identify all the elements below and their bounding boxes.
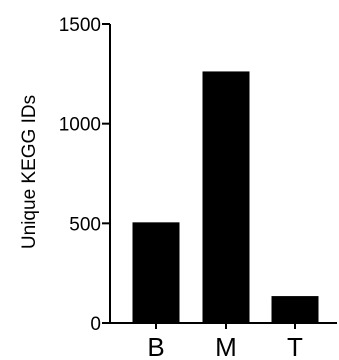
bar-b (132, 222, 180, 323)
bar-m (202, 71, 250, 323)
y-tick-label: 1000 (59, 115, 101, 136)
x-tick-label-t: T (287, 332, 303, 360)
y-axis-title: Unique KEGG IDs (19, 95, 40, 249)
x-tick-label-m: M (215, 332, 237, 360)
y-tick-label: 500 (69, 214, 101, 235)
y-tick-label: 1500 (59, 15, 101, 36)
x-tick-label-b: B (147, 332, 164, 360)
bar-t (271, 296, 319, 323)
y-tick-label: 0 (90, 314, 101, 335)
plot-area: 0 500 1000 1500 B M T (59, 15, 337, 360)
